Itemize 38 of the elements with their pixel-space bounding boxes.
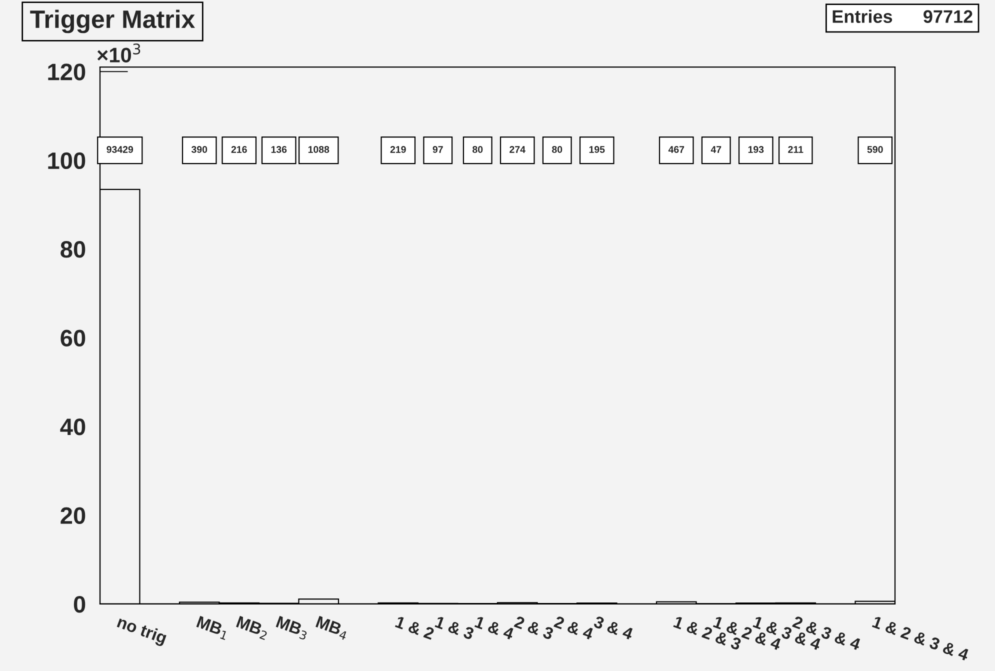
- y-tick-label: 120: [48, 64, 86, 80]
- annotation: 195: [589, 146, 605, 153]
- x-tick-label: 2 & 3: [514, 616, 554, 640]
- y-tick-label: 40: [60, 418, 86, 436]
- annotation: 47: [710, 146, 722, 153]
- annotation: 97: [432, 146, 443, 153]
- annotation: 219: [390, 146, 406, 153]
- annotation: 390: [191, 146, 208, 153]
- annotation: 211: [788, 146, 804, 153]
- x-tick-label: 1 & 3: [434, 616, 475, 640]
- annotation: 193: [748, 146, 764, 153]
- x-tick-label: 3 & 4: [593, 616, 634, 640]
- annotation: 590: [867, 146, 883, 153]
- annotation: 1088: [308, 146, 330, 153]
- y-tick-label: 100: [48, 152, 86, 170]
- y-tick-label: 80: [60, 241, 86, 258]
- x-tick-label: 1 & 2 & 3 & 4: [872, 616, 970, 662]
- x-tick-label: MB$_{2}$: [235, 616, 270, 640]
- x-tick-label: MB$_{3}$: [274, 616, 310, 640]
- x-tick-label: MB$_{1}$: [195, 616, 230, 640]
- text: ×10$^{3}$: [97, 43, 140, 62]
- annotation: 93429: [106, 146, 134, 153]
- y-tick-label: 20: [60, 507, 86, 524]
- y-tick-label: 60: [60, 330, 86, 347]
- annotation: 80: [552, 146, 562, 153]
- chart-title: Trigger Matrix: [30, 10, 195, 34]
- x-tick-label: 1 & 2: [394, 616, 435, 640]
- x-tick-label: no trig: [116, 615, 168, 648]
- x-tick-label: MB$_{4}$: [314, 616, 350, 640]
- x-tick-label: 1 & 4: [474, 616, 515, 640]
- x-tick-label: 2 & 4: [553, 616, 594, 640]
- annotation: 467: [668, 146, 684, 153]
- annotation: 274: [510, 146, 526, 153]
- annotation: 80: [472, 146, 483, 153]
- annotation: 136: [271, 146, 287, 153]
- annotation: 216: [231, 146, 247, 153]
- text: Entries 97712: [832, 10, 972, 23]
- y-tick-label: 0: [74, 596, 86, 613]
